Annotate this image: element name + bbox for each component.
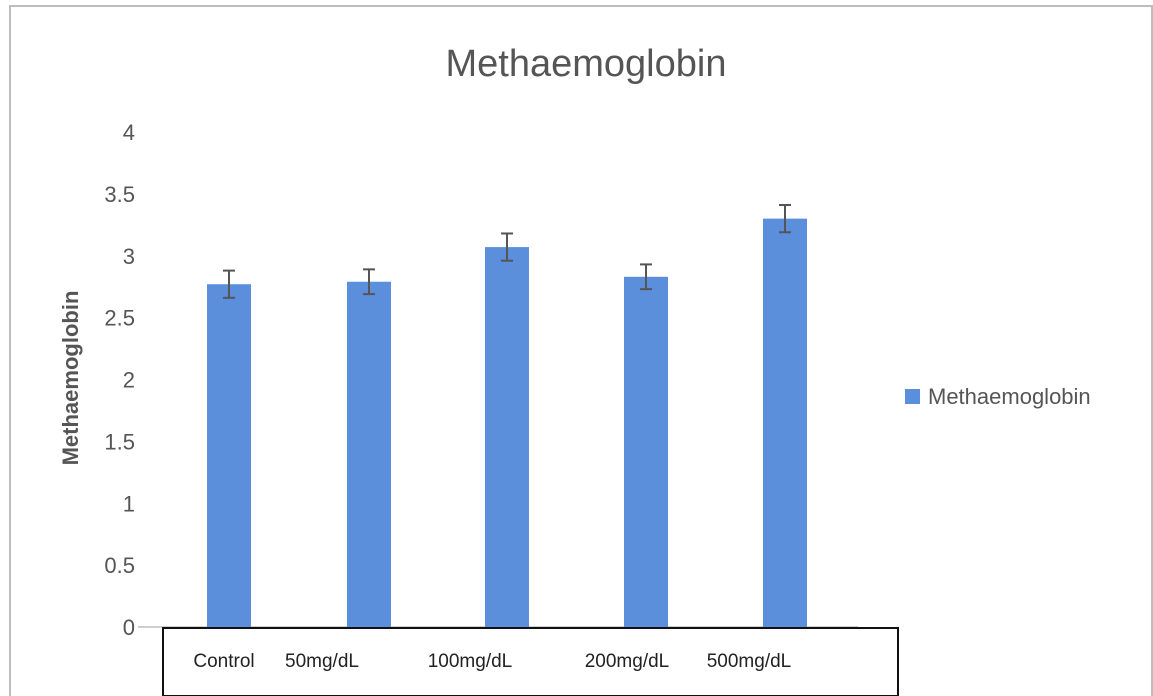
chart-frame [9, 5, 1153, 696]
bar-500mg-dl [763, 218, 807, 627]
x-tick-label: Control [193, 651, 254, 672]
bar-series [207, 218, 807, 627]
error-bars [223, 204, 791, 299]
y-tick-label: 3.5 [104, 182, 135, 207]
x-tick-label: 100mg/dL [428, 651, 513, 672]
y-tick-label: 2 [123, 368, 135, 393]
bar-50mg-dl [347, 281, 391, 627]
chart-title: Methaemoglobin [446, 43, 727, 85]
x-tick-label: 500mg/dL [707, 651, 792, 672]
legend-label: Methaemoglobin [928, 384, 1091, 409]
bar-200mg-dl [624, 276, 668, 627]
error-bar [779, 204, 791, 234]
legend-swatch [905, 389, 920, 404]
error-bar [223, 269, 235, 299]
bar-control [207, 284, 251, 627]
error-bar [501, 232, 513, 262]
y-tick-label: 4 [123, 120, 135, 145]
y-axis-label: Methaemoglobin [58, 291, 83, 466]
y-axis-ticks: 0 0.5 1 1.5 2 2.5 3 3.5 4 [104, 120, 135, 640]
y-tick-label: 1 [123, 491, 135, 516]
error-bar [640, 263, 652, 291]
error-bar [363, 268, 375, 296]
x-tick-label: 200mg/dL [585, 651, 670, 672]
bar-100mg-dl [485, 247, 529, 627]
y-tick-label: 0.5 [104, 553, 135, 578]
y-tick-label: 1.5 [104, 429, 135, 454]
y-tick-label: 0 [123, 615, 135, 640]
x-tick-label: 50mg/dL [285, 651, 359, 672]
y-tick-label: 3 [123, 244, 135, 269]
x-axis-categories: Control 50mg/dL 100mg/dL 200mg/dL 500mg/dL [193, 651, 791, 672]
category-label-box [162, 627, 899, 696]
y-tick-label: 2.5 [104, 306, 135, 331]
legend: Methaemoglobin [905, 384, 1091, 409]
